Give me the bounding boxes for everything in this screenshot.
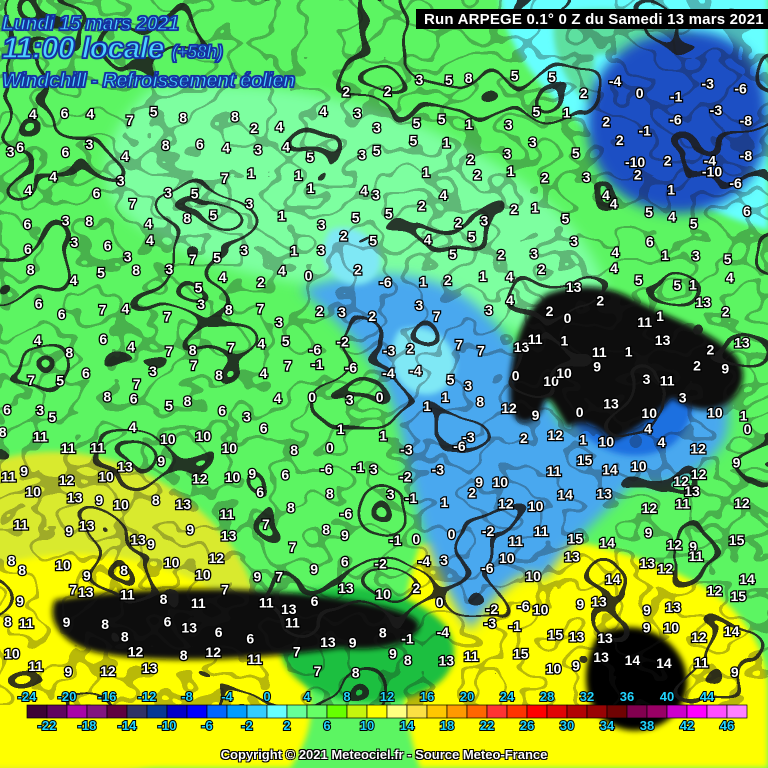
- svg-text:20: 20: [460, 689, 474, 704]
- svg-text:6: 6: [323, 718, 330, 733]
- svg-text:-8: -8: [181, 689, 193, 704]
- svg-text:34: 34: [600, 718, 615, 733]
- svg-text:42: 42: [680, 718, 694, 733]
- svg-text:32: 32: [580, 689, 594, 704]
- svg-text:46: 46: [720, 718, 734, 733]
- svg-text:-10: -10: [158, 718, 177, 733]
- svg-text:18: 18: [440, 718, 454, 733]
- svg-text:-12: -12: [138, 689, 157, 704]
- svg-text:16: 16: [420, 689, 434, 704]
- svg-text:4: 4: [303, 689, 311, 704]
- svg-text:-24: -24: [18, 689, 38, 704]
- svg-text:-20: -20: [58, 689, 77, 704]
- svg-text:24: 24: [500, 689, 515, 704]
- svg-text:12: 12: [380, 689, 394, 704]
- svg-text:10: 10: [360, 718, 374, 733]
- svg-text:-2: -2: [241, 718, 253, 733]
- svg-text:2: 2: [283, 718, 290, 733]
- svg-text:-6: -6: [201, 718, 213, 733]
- svg-text:44: 44: [700, 689, 715, 704]
- svg-text:-4: -4: [221, 689, 233, 704]
- svg-text:0: 0: [263, 689, 270, 704]
- svg-text:-18: -18: [78, 718, 97, 733]
- svg-text:36: 36: [620, 689, 634, 704]
- svg-text:-14: -14: [118, 718, 138, 733]
- svg-text:-16: -16: [98, 689, 117, 704]
- svg-text:28: 28: [540, 689, 554, 704]
- svg-text:30: 30: [560, 718, 574, 733]
- svg-text:22: 22: [480, 718, 494, 733]
- svg-text:8: 8: [343, 689, 350, 704]
- svg-text:38: 38: [640, 718, 654, 733]
- svg-text:26: 26: [520, 718, 534, 733]
- svg-text:14: 14: [400, 718, 415, 733]
- svg-text:-22: -22: [38, 718, 57, 733]
- svg-text:40: 40: [660, 689, 674, 704]
